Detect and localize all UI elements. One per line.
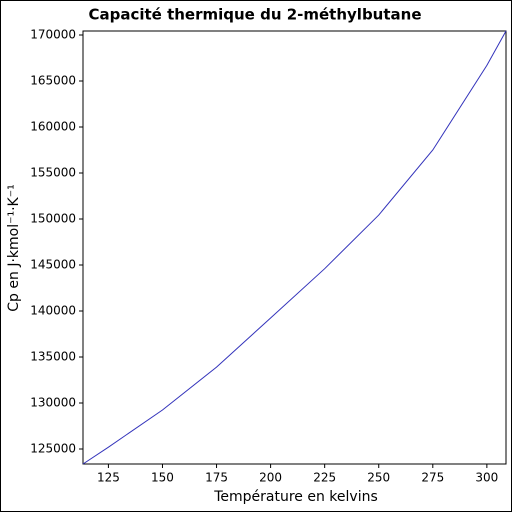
x-tick-label: 175 xyxy=(205,471,228,485)
y-axis-label: Cp en J·kmol⁻¹·K⁻¹ xyxy=(6,184,22,311)
x-tick-label: 200 xyxy=(259,471,282,485)
y-tick-label: 145000 xyxy=(30,258,76,272)
plot-area xyxy=(82,30,507,465)
y-tick-label: 150000 xyxy=(30,212,76,226)
x-tick-label: 300 xyxy=(475,471,498,485)
x-tick-label: 225 xyxy=(313,471,336,485)
y-tick-label: 125000 xyxy=(30,442,76,456)
x-tick-label: 250 xyxy=(367,471,390,485)
y-tick-label: 140000 xyxy=(30,304,76,318)
data-line xyxy=(82,30,507,465)
x-tick-label: 125 xyxy=(97,471,120,485)
x-tick-label: 275 xyxy=(421,471,444,485)
y-tick-label: 170000 xyxy=(30,28,76,42)
y-tick-label: 130000 xyxy=(30,396,76,410)
x-axis-label: Température en kelvins xyxy=(213,489,378,505)
x-tick-label: 150 xyxy=(151,471,174,485)
y-tick-label: 135000 xyxy=(30,350,76,364)
chart-title: Capacité thermique du 2-méthylbutane xyxy=(88,6,421,24)
y-tick-label: 155000 xyxy=(30,166,76,180)
y-tick-label: 165000 xyxy=(30,74,76,88)
y-tick-label: 160000 xyxy=(30,120,76,134)
